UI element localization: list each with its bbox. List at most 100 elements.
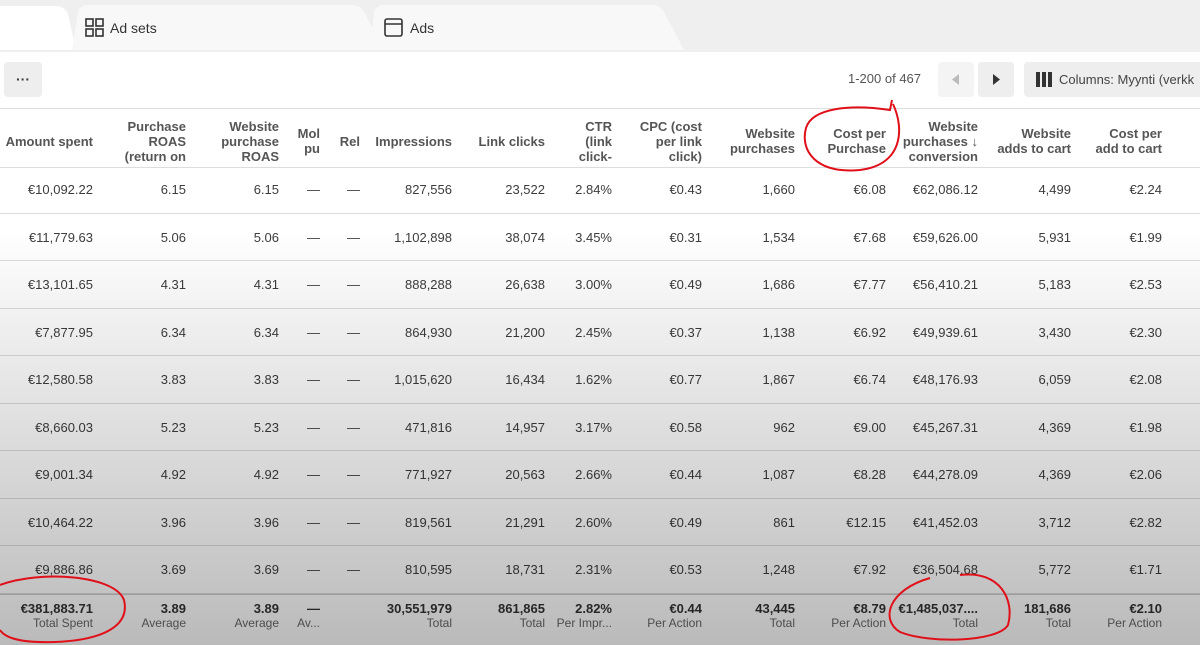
header-row	[0, 108, 1200, 168]
footer-label: Average	[141, 615, 186, 630]
row-divider	[0, 212, 1200, 214]
cell: 6.34	[253, 324, 279, 340]
cell: 819,561	[405, 514, 452, 530]
cell: 810,595	[405, 562, 452, 577]
footer-value: 2.82%	[575, 600, 612, 616]
prev-button[interactable]	[938, 62, 974, 97]
column-header: pu	[304, 141, 320, 156]
cell: €45,267.31	[912, 419, 978, 435]
cell: —	[307, 182, 320, 197]
cell: —	[347, 324, 360, 340]
cell: 4,499	[1038, 182, 1071, 197]
footer-label: Total Spent	[32, 615, 93, 630]
cell: 1,534	[762, 229, 795, 245]
footer-value: €381,883.71	[20, 600, 93, 616]
cell: 6.34	[160, 324, 186, 340]
cell: €56,410.21	[912, 277, 978, 292]
footer-value: €2.10	[1129, 600, 1162, 616]
cell: —	[307, 277, 320, 292]
cell: €6.74	[853, 372, 886, 387]
cell: 1,660	[762, 182, 795, 197]
column-header: CTR	[585, 118, 612, 134]
cell: 3.69	[253, 562, 279, 577]
cell: 1,087	[762, 467, 795, 482]
cell: €9.00	[853, 419, 886, 435]
cell: €0.49	[669, 514, 702, 530]
cell: —	[307, 229, 320, 245]
cell: €0.49	[669, 277, 702, 292]
footer-label: Per Action	[831, 615, 886, 630]
footer-label: Total	[769, 615, 795, 630]
column-header: ROAS	[148, 133, 186, 149]
tab[interactable]: Ad sets	[110, 20, 157, 36]
cell: —	[347, 182, 360, 197]
footer-value: 3.89	[160, 600, 186, 616]
row-divider	[0, 545, 1200, 546]
cell: —	[307, 514, 320, 530]
column-header: adds to cart	[997, 141, 1071, 156]
cell: 861	[773, 514, 795, 530]
cell: €10,464.22	[27, 514, 93, 530]
cell: 4.31	[253, 277, 279, 292]
cell: —	[307, 419, 320, 435]
cell: €9,001.34	[35, 467, 93, 482]
footer-label: Total	[426, 615, 452, 630]
tab-bar	[0, 0, 1200, 52]
row-divider	[0, 307, 1200, 309]
cell: —	[347, 419, 360, 435]
cell: —	[347, 562, 360, 577]
footer-value: €0.44	[669, 600, 702, 616]
cell: €48,176.93	[912, 372, 978, 387]
cell: €0.53	[669, 562, 702, 577]
cell: 21,291	[505, 514, 545, 530]
column-header: CPC (cost	[639, 118, 702, 134]
column-header: Amount spent	[5, 133, 93, 149]
next-button[interactable]	[978, 62, 1014, 97]
footer-value: 43,445	[755, 600, 795, 616]
column-header: Website	[1021, 126, 1071, 141]
cell: €13,101.65	[27, 277, 93, 292]
cell: 5.06	[160, 229, 186, 245]
column-header: (link	[585, 133, 612, 149]
cell: 5.06	[253, 229, 279, 245]
column-header: Purchase	[827, 141, 886, 156]
cell: 3.69	[160, 562, 186, 577]
cell: 3.45%	[575, 229, 612, 245]
more-button[interactable]: ···	[4, 62, 42, 97]
footer-value: 181,686	[1024, 600, 1071, 616]
cell: 6,059	[1038, 372, 1071, 387]
cell: €41,452.03	[912, 514, 978, 530]
footer-value: €8.79	[853, 600, 886, 616]
cell: 4.92	[253, 467, 279, 482]
cell: 38,074	[505, 229, 545, 245]
cell: 4,369	[1038, 467, 1071, 482]
footer-value: 861,865	[498, 600, 545, 616]
columns-button[interactable]: Columns: Myynti (verkk	[1024, 62, 1200, 97]
cell: €59,626.00	[912, 229, 978, 245]
cell: 1,867	[762, 372, 795, 387]
cell: 1,102,898	[394, 229, 452, 245]
column-header: Cost per	[833, 126, 886, 141]
tab[interactable]: Ads	[410, 20, 435, 36]
cell: 1,138	[762, 324, 795, 340]
cell: €6.08	[853, 182, 886, 197]
footer-label: Per Action	[647, 615, 702, 630]
column-header: Impressions	[375, 133, 452, 149]
cell: 2.66%	[575, 467, 612, 482]
footer-label: Total	[519, 615, 545, 630]
cell: 6.15	[253, 182, 279, 197]
cell: €0.37	[669, 324, 702, 340]
cell: €2.08	[1129, 372, 1162, 387]
cell: 1,686	[762, 277, 795, 292]
cell: 2.31%	[575, 562, 612, 577]
cell: 962	[773, 419, 795, 435]
column-header: Cost per	[1109, 126, 1162, 141]
column-header: Website	[229, 118, 279, 134]
cell: 23,522	[505, 182, 545, 197]
column-header: Mol	[297, 126, 320, 141]
cell: 5,931	[1038, 229, 1071, 245]
cell: €49,939.61	[912, 324, 978, 340]
cell: 3.96	[253, 514, 279, 530]
cell: €7,877.95	[35, 324, 93, 340]
cell: 5,772	[1038, 562, 1071, 577]
